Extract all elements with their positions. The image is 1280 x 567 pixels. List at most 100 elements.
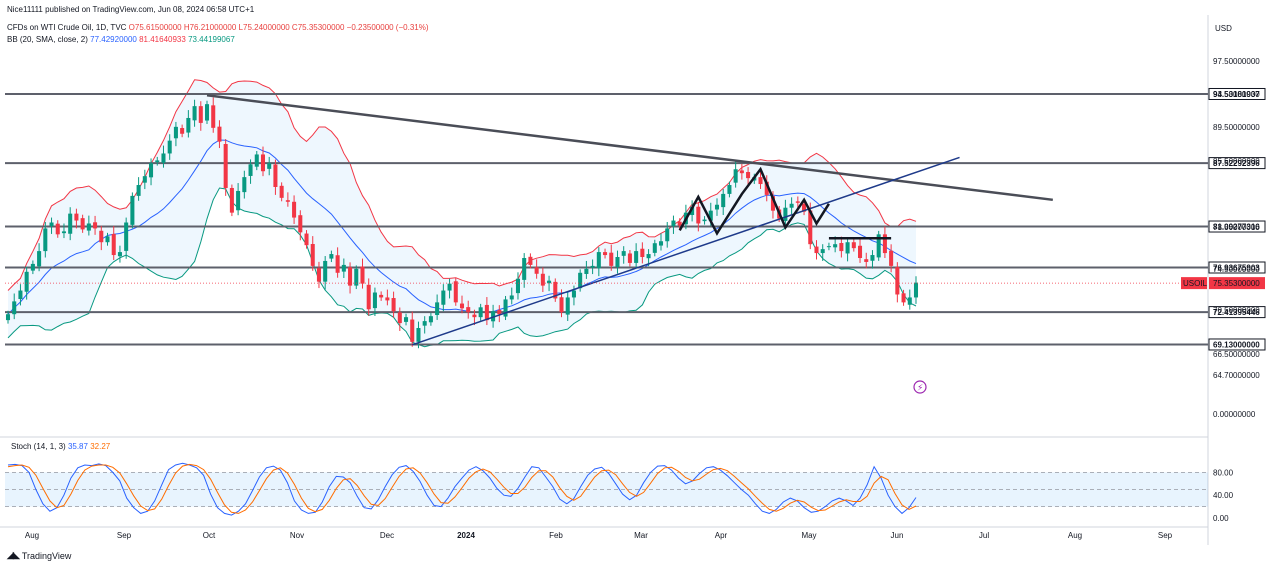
bb-legend: BB (20, SMA, close, 2) 77.42920000 81.41… <box>7 35 235 44</box>
candle <box>428 312 433 326</box>
candle <box>136 177 141 201</box>
candle <box>192 99 197 127</box>
x-tick-label: Nov <box>290 531 304 540</box>
candle <box>783 199 788 226</box>
candle <box>590 259 595 275</box>
candle <box>851 238 856 252</box>
bb-fill <box>8 79 916 347</box>
candle <box>416 321 421 349</box>
candle-body <box>186 117 191 133</box>
candle <box>739 164 744 180</box>
candle <box>61 223 66 239</box>
candle-body <box>540 273 545 286</box>
candle-body <box>702 219 707 222</box>
candle <box>584 260 589 279</box>
candle <box>764 175 769 202</box>
stoch-tick-label: 0.00 <box>1213 514 1229 523</box>
candle <box>167 134 172 160</box>
candle <box>665 222 670 248</box>
candle <box>882 226 887 258</box>
candle-body <box>509 295 514 300</box>
tradingview-logo[interactable]: ◢◣ TradingView <box>7 550 71 561</box>
candle-body <box>907 297 912 305</box>
candle-body <box>397 312 402 324</box>
candle <box>236 183 241 216</box>
candle-body <box>839 243 844 252</box>
bb-lower-line <box>7 187 917 348</box>
level-label-box <box>1208 261 1266 274</box>
candle <box>677 218 682 229</box>
candle-body <box>5 314 11 321</box>
candle-body <box>80 218 85 230</box>
stoch-k-value: 35.87 <box>67 442 88 451</box>
candle-body <box>640 248 645 258</box>
symbol-header: CFDs on WTI Crude Oil, 1D, TVC O75.61500… <box>7 23 429 32</box>
candle-body <box>99 230 104 243</box>
candle-body <box>714 204 720 210</box>
candle-body <box>634 251 639 263</box>
alert-icon-glyph: ⚡ <box>917 384 923 394</box>
symbol-title[interactable]: CFDs on WTI Crude Oil, 1D, TVC <box>7 23 127 32</box>
last-price-text: 75.35300000 <box>1213 279 1260 288</box>
candle <box>727 181 732 198</box>
candle-body <box>497 310 502 315</box>
candle-body <box>447 283 452 291</box>
y-tick-label: 70.50000000 <box>1213 306 1260 315</box>
level-price-label-1: 87.52292396 <box>1208 157 1266 170</box>
candle-body <box>652 243 657 253</box>
candle-body <box>534 267 539 274</box>
candle-body <box>360 266 365 284</box>
candle <box>435 294 440 320</box>
candle-body <box>808 210 813 245</box>
candle-body <box>870 255 875 261</box>
candle <box>55 220 60 238</box>
stoch-d-value: 32.27 <box>90 442 111 451</box>
candle-body <box>223 144 228 188</box>
bb-title[interactable]: BB (20, SMA, close, 2) <box>7 35 88 44</box>
candle <box>149 158 154 186</box>
stoch-title[interactable]: Stoch (14, 1, 3) <box>11 442 66 451</box>
candle <box>323 256 328 290</box>
candle-body <box>646 254 651 259</box>
candle-body <box>833 244 838 248</box>
candle <box>341 258 346 279</box>
candle <box>18 284 23 306</box>
candle-body <box>37 251 42 267</box>
candle <box>316 261 321 289</box>
candle <box>142 169 147 190</box>
x-tick-label: Jun <box>891 531 904 540</box>
candle <box>696 201 701 232</box>
last-price-box <box>1209 277 1265 290</box>
candle-body <box>136 185 141 196</box>
candle <box>180 124 185 138</box>
candle <box>410 311 415 347</box>
candle <box>279 182 284 202</box>
candle-body <box>55 223 60 235</box>
candle-body <box>142 176 147 183</box>
candle <box>391 291 396 318</box>
candle <box>211 97 216 133</box>
candle <box>534 259 539 279</box>
currency-label[interactable]: USD <box>1215 24 1232 33</box>
x-tick-label: Apr <box>715 531 728 540</box>
candle-body <box>236 190 241 211</box>
candle-body <box>229 187 234 213</box>
candle-body <box>273 164 278 187</box>
candle <box>186 110 191 138</box>
candle <box>634 243 639 268</box>
candle <box>621 246 626 264</box>
candle <box>49 217 54 234</box>
candle <box>565 291 570 322</box>
candle <box>864 252 869 269</box>
candle-body <box>242 177 247 193</box>
candle <box>603 248 608 259</box>
candle <box>845 237 850 262</box>
candle <box>366 278 371 316</box>
candle-body <box>503 299 508 317</box>
symbol-tag-text: USOIL <box>1183 279 1208 288</box>
level-price-label-5: 69.13000000 <box>1208 338 1266 351</box>
candle-body <box>173 126 178 139</box>
x-tick-label: Oct <box>203 531 216 540</box>
x-tick-label: May <box>801 531 816 540</box>
